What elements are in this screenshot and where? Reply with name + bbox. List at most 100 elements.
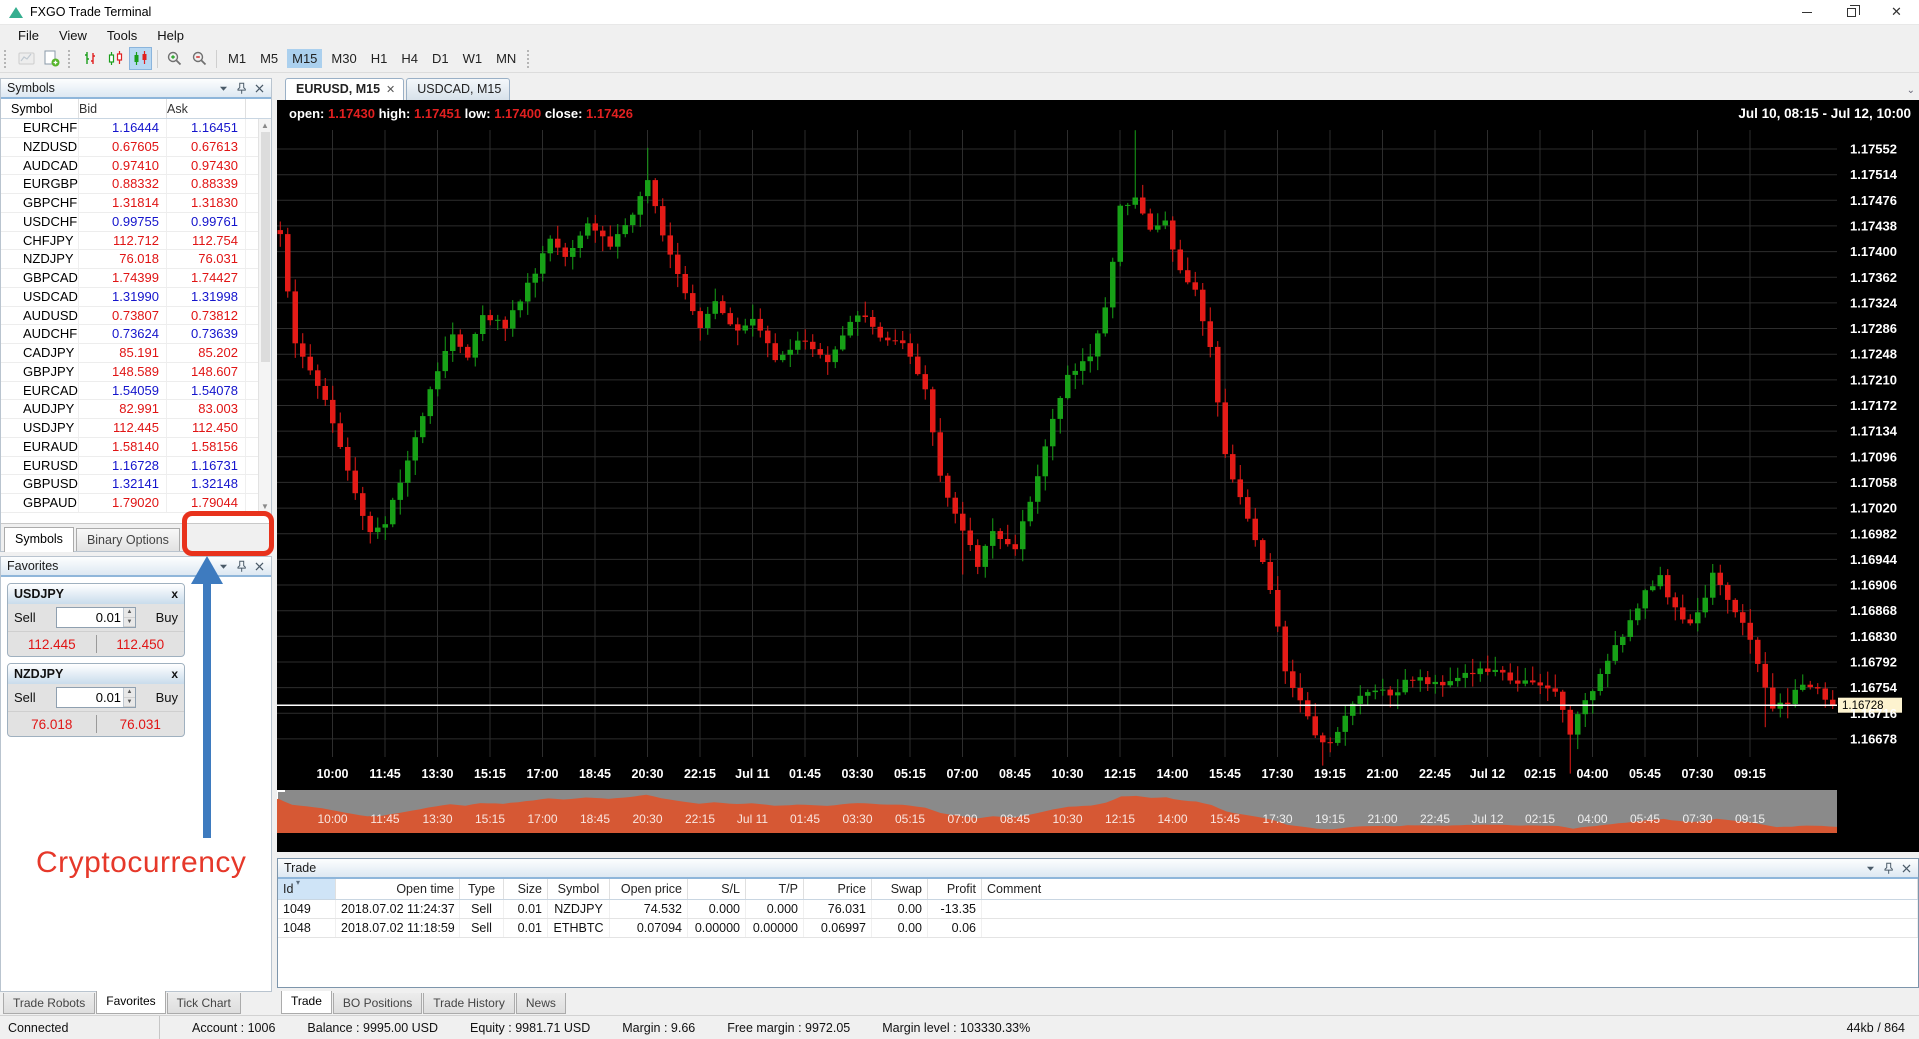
column-header-ask[interactable]: Ask	[167, 99, 246, 118]
tab-news[interactable]: News	[515, 993, 566, 1014]
widget-ask-price[interactable]: 112.450	[116, 636, 165, 652]
widget-close-button[interactable]: x	[171, 587, 178, 601]
widget-ask-price[interactable]: 76.031	[119, 716, 161, 732]
trade-column-comment[interactable]: Comment	[982, 879, 1918, 899]
trade-row[interactable]: 1049 2018.07.02 11:24:37 Sell 0.01 NZDJPY 74.…	[278, 900, 1918, 919]
price-chart[interactable]: 1.16728 1.17552 1.17514 1.17476 1.17438 1.174…	[276, 100, 1919, 852]
timeframe-h4-button[interactable]: H4	[401, 51, 418, 66]
trade-column-type[interactable]: Type	[460, 879, 504, 899]
spin-up-icon[interactable]: ▲	[124, 688, 135, 698]
column-header-bid[interactable]: Bid	[79, 99, 167, 118]
widget-bid-price[interactable]: 76.018	[31, 716, 73, 732]
symbol-row-eurgbp[interactable]: EURGBP 0.88332 0.88339	[1, 175, 271, 194]
buy-button[interactable]: Buy	[155, 610, 178, 625]
trade-column-open-time[interactable]: Open time	[336, 879, 460, 899]
trade-column-profit[interactable]: Profit	[928, 879, 982, 899]
favorites-panel-chevron-down-button[interactable]	[216, 559, 231, 574]
trade-panel-close-button[interactable]	[1899, 861, 1914, 876]
trade-panel-chevron-down-button[interactable]	[1863, 861, 1878, 876]
symbol-row-gbpaud[interactable]: GBPAUD 1.79020 1.79044	[1, 494, 271, 513]
symbol-row-audcad[interactable]: AUDCAD 0.97410 0.97430	[1, 156, 271, 176]
symbol-row-usdjpy[interactable]: USDJPY 112.445 112.450	[1, 419, 271, 438]
tab-scroll-icon[interactable]: ⌄	[1906, 85, 1915, 96]
favorites-panel-pin-button[interactable]	[234, 559, 249, 574]
trade-column-s-l[interactable]: S/L	[688, 879, 746, 899]
symbol-row-euraud[interactable]: EURAUD 1.58140 1.58156	[1, 437, 271, 457]
close-button[interactable]: ✕	[1891, 4, 1902, 19]
new-chart-button[interactable]	[40, 47, 63, 70]
symbol-row-eurusd[interactable]: EURUSD 1.16728 1.16731	[1, 456, 271, 476]
menu-file[interactable]: File	[18, 27, 39, 43]
tab-binary-options[interactable]: Binary Options	[75, 528, 180, 551]
trade-column-swap[interactable]: Swap	[872, 879, 928, 899]
symbol-row-usdchf[interactable]: USDCHF 0.99755 0.99761	[1, 212, 271, 232]
candles-hollow-style-button[interactable]	[104, 47, 127, 70]
restore-button[interactable]	[1829, 0, 1874, 24]
timeframe-m15-button[interactable]: M15	[287, 49, 323, 68]
volume-input[interactable]	[57, 688, 124, 707]
tab-trade-robots[interactable]: Trade Robots	[3, 993, 96, 1014]
trade-row[interactable]: 1048 2018.07.02 11:18:59 Sell 0.01 ETHBTC 0.0…	[278, 919, 1918, 938]
symbols-panel-pin-button[interactable]	[234, 81, 249, 96]
symbol-row-audusd[interactable]: AUDUSD 0.73807 0.73812	[1, 306, 271, 326]
timeframe-m30-button[interactable]: M30	[331, 51, 357, 66]
symbol-row-nzdusd[interactable]: NZDUSD 0.67605 0.67613	[1, 137, 271, 157]
trade-column-symbol[interactable]: Symbol	[548, 879, 610, 899]
symbol-row-gbpchf[interactable]: GBPCHF 1.31814 1.31830	[1, 194, 271, 213]
timeframe-m5-button[interactable]: M5	[260, 51, 279, 66]
timeframe-m1-button[interactable]: M1	[228, 51, 247, 66]
tab-trade[interactable]: Trade	[281, 991, 332, 1014]
scroll-up-icon[interactable]: ▲	[261, 121, 269, 130]
menu-tools[interactable]: Tools	[106, 27, 138, 43]
timeframe-mn-button[interactable]: MN	[496, 51, 517, 66]
spin-up-icon[interactable]: ▲	[124, 608, 135, 618]
buy-button[interactable]: Buy	[155, 690, 178, 705]
spin-down-icon[interactable]: ▼	[124, 697, 135, 707]
trade-column-t-p[interactable]: T/P	[746, 879, 804, 899]
symbol-row-cadjpy[interactable]: CADJPY 85.191 85.202	[1, 344, 271, 363]
scroll-down-icon[interactable]: ▼	[261, 502, 269, 511]
volume-input[interactable]	[57, 608, 124, 627]
minimize-button[interactable]	[1784, 0, 1829, 24]
candles-filled-style-button[interactable]	[129, 47, 152, 70]
scrollbar-thumb[interactable]	[261, 132, 270, 362]
tab-bo-positions[interactable]: BO Positions	[332, 993, 423, 1014]
chart-tab-usdcad-m15[interactable]: USDCAD, M15	[406, 78, 511, 100]
symbol-row-usdcad[interactable]: USDCAD 1.31990 1.31998	[1, 287, 271, 307]
bars-style-button[interactable]	[79, 47, 102, 70]
symbols-panel-close-button[interactable]	[252, 81, 267, 96]
zoom-in-button[interactable]	[163, 47, 186, 70]
column-header-symbol[interactable]: Symbol	[1, 99, 79, 118]
chart-thumbnail-button[interactable]	[15, 47, 38, 70]
symbol-row-gbpcad[interactable]: GBPCAD 1.74399 1.74427	[1, 269, 271, 288]
tab-tick-chart[interactable]: Tick Chart	[166, 993, 241, 1014]
spin-down-icon[interactable]: ▼	[124, 617, 135, 627]
trade-panel-pin-button[interactable]	[1881, 861, 1896, 876]
menu-view[interactable]: View	[58, 27, 87, 43]
trade-column-open-price[interactable]: Open price	[610, 879, 688, 899]
tab-symbols[interactable]: Symbols	[4, 527, 74, 552]
timeframe-h1-button[interactable]: H1	[370, 51, 388, 66]
trade-column-size[interactable]: Size	[504, 879, 548, 899]
symbol-row-nzdjpy[interactable]: NZDJPY 76.018 76.031	[1, 250, 271, 269]
symbol-row-chfjpy[interactable]: CHFJPY 112.712 112.754	[1, 231, 271, 251]
widget-bid-price[interactable]: 112.445	[27, 636, 76, 652]
timeframe-w1-button[interactable]: W1	[462, 51, 483, 66]
symbol-row-audchf[interactable]: AUDCHF 0.73624 0.73639	[1, 325, 271, 344]
symbol-row-eurchf[interactable]: EURCHF 1.16444 1.16451	[1, 119, 271, 138]
chart-tab-eurusd-m15[interactable]: EURUSD, M15 ✕	[285, 78, 405, 100]
trade-column-id[interactable]: Id ▾	[278, 878, 336, 899]
symbols-scrollbar[interactable]: ▲ ▼	[258, 119, 271, 513]
favorites-panel-close-button[interactable]	[252, 559, 267, 574]
trade-column-price[interactable]: Price	[804, 879, 872, 899]
tab-favorites[interactable]: Favorites	[96, 991, 166, 1014]
widget-close-button[interactable]: x	[171, 667, 178, 681]
symbol-row-audjpy[interactable]: AUDJPY 82.991 83.003	[1, 400, 271, 419]
sell-button[interactable]: Sell	[14, 610, 36, 625]
timeframe-d1-button[interactable]: D1	[431, 51, 449, 66]
menu-help[interactable]: Help	[157, 27, 185, 43]
symbol-row-gbpusd[interactable]: GBPUSD 1.32141 1.32148	[1, 475, 271, 494]
chart-tab-close-icon[interactable]: ✕	[386, 83, 396, 96]
symbols-panel-chevron-down-button[interactable]	[216, 81, 231, 96]
symbol-row-gbpjpy[interactable]: GBPJPY 148.589 148.607	[1, 362, 271, 382]
